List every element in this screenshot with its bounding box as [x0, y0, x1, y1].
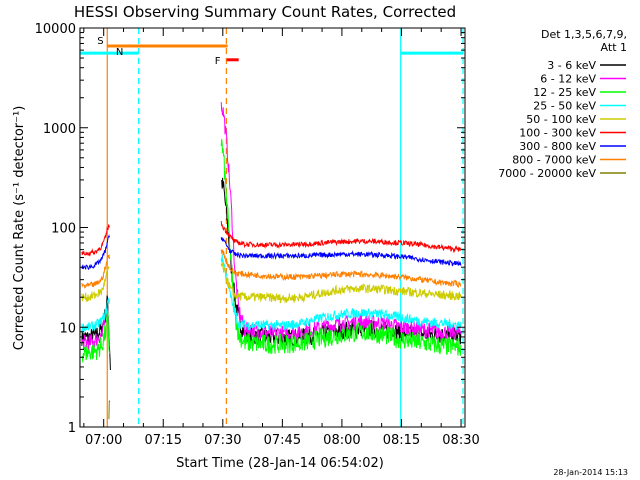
- legend-label-3: 25 - 50 keV: [533, 100, 596, 113]
- annotation-label-1: N: [116, 47, 123, 58]
- series-line-3-b: [220, 254, 462, 331]
- ytick-label-3: 1000: [43, 122, 76, 137]
- xtick-label-1: 07:15: [145, 433, 182, 448]
- legend-label-7: 800 - 7000 keV: [512, 154, 596, 167]
- legend-label-5: 100 - 300 keV: [519, 127, 596, 140]
- plot-frame: [79, 27, 466, 428]
- series-line-2-a: [81, 309, 110, 363]
- series-line-8-a: [108, 400, 111, 420]
- series-7: [81, 249, 462, 289]
- series-line-1-b: [220, 102, 462, 341]
- ytick-label-2: 100: [51, 222, 76, 237]
- series-line-7-b: [220, 249, 462, 289]
- xtick-label-0: 07:00: [85, 433, 122, 448]
- series-2: [81, 138, 462, 363]
- legend-label-8: 7000 - 20000 keV: [498, 167, 596, 180]
- xtick-label-5: 08:15: [383, 433, 420, 448]
- xtick-label-6: 08:30: [442, 433, 479, 448]
- series-line-2-b: [220, 138, 462, 356]
- xtick-label-3: 07:45: [264, 433, 301, 448]
- legend-label-0: 3 - 6 keV: [547, 59, 596, 72]
- annotation-label-2: F: [215, 56, 221, 67]
- series-line-6-a: [81, 234, 110, 271]
- axes-ticks: 1 10 100 1000 10000 07:00 07:15 07:30 07:45 08:00…: [35, 22, 480, 448]
- timestamp: 28-Jan-2014 15:13: [553, 468, 628, 477]
- series-line-5-a: [81, 223, 110, 257]
- y-axis-label: Corrected Count Rate (s⁻¹ detector⁻¹): [12, 106, 27, 351]
- legend-label-4: 50 - 100 keV: [526, 113, 596, 126]
- series-5: [81, 220, 462, 257]
- series-line-4-a: [81, 264, 110, 303]
- legend-label-6: 300 - 800 keV: [519, 140, 596, 153]
- series-3: [81, 254, 462, 334]
- chart-title: HESSI Observing Summary Count Rates, Cor…: [74, 3, 456, 21]
- annotation-label-0: S: [97, 36, 103, 47]
- xtick-label-2: 07:30: [204, 433, 241, 448]
- legend-label-2: 12 - 25 keV: [533, 86, 596, 99]
- series-line-4-b: [220, 262, 462, 304]
- ytick-label-4: 10000: [35, 22, 76, 37]
- series-line-5-b: [220, 220, 462, 254]
- legend-header-2: Att 1: [601, 41, 627, 54]
- series-line-3-a: [81, 297, 110, 334]
- series-4: [81, 262, 462, 304]
- series-line-7-a: [81, 254, 110, 289]
- ytick-label-0: 1: [68, 421, 76, 436]
- xtick-label-4: 08:00: [323, 433, 360, 448]
- legend-header-1: Det 1,3,5,6,7,9,: [541, 28, 627, 41]
- plot-content: S N F: [79, 28, 464, 427]
- series-6: [81, 234, 462, 271]
- legend-label-1: 6 - 12 keV: [540, 73, 596, 86]
- series-8: [108, 400, 111, 420]
- ytick-label-1: 10: [59, 321, 76, 336]
- x-axis-label: Start Time (28-Jan-14 06:54:02): [176, 456, 384, 471]
- series-line-6-b: [220, 237, 462, 267]
